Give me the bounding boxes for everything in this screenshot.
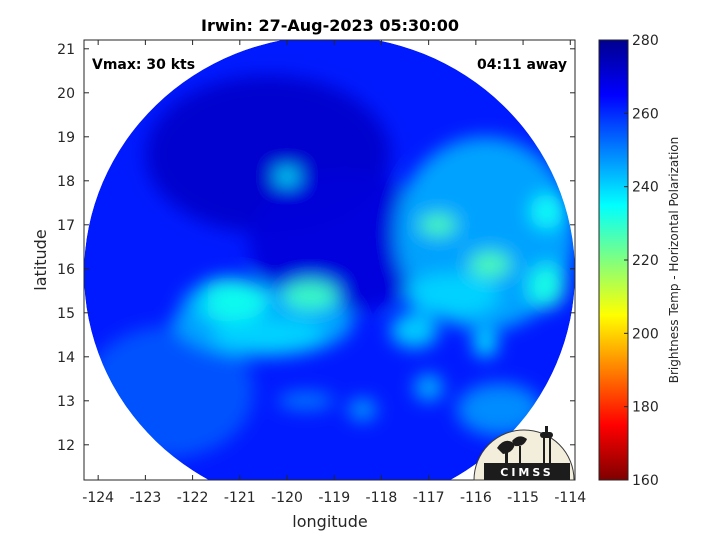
swath-feature xyxy=(192,277,269,322)
y-tick-label: 17 xyxy=(57,218,75,234)
colorbar-label: Brightness Temp - Horizontal Polarizatio… xyxy=(667,137,681,384)
colorbar-tick-label: 220 xyxy=(632,253,659,269)
colorbar-tick-label: 200 xyxy=(632,326,659,342)
cimss-logo-text: CIMSS xyxy=(500,466,553,479)
x-tick-label: -118 xyxy=(366,490,398,506)
y-axis-label: latitude xyxy=(31,229,50,290)
swath-feature xyxy=(183,290,212,309)
y-axis-ticks: 12 13 14 15 16 17 18 19 20 21 xyxy=(57,42,575,454)
x-tick-label: -122 xyxy=(177,490,209,506)
x-tick-label: -124 xyxy=(82,490,114,506)
cimss-logo: CIMSS xyxy=(473,426,575,481)
y-tick-label: 21 xyxy=(57,42,75,58)
y-tick-label: 20 xyxy=(57,86,75,102)
x-tick-label: -119 xyxy=(318,490,350,506)
x-tick-label: -116 xyxy=(460,490,492,506)
vmax-annotation: Vmax: 30 kts xyxy=(92,57,195,73)
swath-feature xyxy=(527,264,566,309)
y-tick-label: 15 xyxy=(57,306,75,322)
swath-feature xyxy=(405,273,500,318)
axes-frame xyxy=(83,39,576,481)
swath-feature xyxy=(348,398,377,421)
colorbar-tick-label: 280 xyxy=(632,33,659,49)
y-tick-label: 18 xyxy=(57,174,75,190)
colorbar-ticks: 160 180 200 220 240 260 280 xyxy=(624,33,659,489)
swath-feature xyxy=(414,374,443,401)
x-tick-label: -115 xyxy=(507,490,539,506)
swath-feature xyxy=(249,172,439,313)
colorbar-tick-label: 260 xyxy=(632,106,659,122)
swath-feature xyxy=(390,312,439,348)
swath-feature xyxy=(419,213,457,236)
swath-feature xyxy=(468,251,512,278)
y-tick-label: 12 xyxy=(57,438,75,454)
y-tick-label: 19 xyxy=(57,130,75,146)
x-axis-label: longitude xyxy=(292,512,367,531)
brightness-temperature-swath xyxy=(84,40,575,480)
colorbar-tick-label: 240 xyxy=(632,180,659,196)
away-annotation: 04:11 away xyxy=(477,57,567,73)
swath-feature xyxy=(530,194,564,230)
x-tick-label: -120 xyxy=(271,490,303,506)
y-tick-label: 16 xyxy=(57,262,75,278)
y-tick-label: 14 xyxy=(57,350,75,366)
colorbar-tick-label: 160 xyxy=(632,473,659,489)
y-tick-label: 13 xyxy=(57,394,75,410)
swath-feature xyxy=(277,392,335,410)
colorbar xyxy=(598,39,629,481)
x-tick-label: -123 xyxy=(129,490,161,506)
swath-feature xyxy=(473,330,498,357)
chart-title: Irwin: 27-Aug-2023 05:30:00 xyxy=(201,16,459,35)
x-tick-label: -117 xyxy=(413,490,445,506)
swath-feature xyxy=(282,279,339,311)
x-tick-label: -121 xyxy=(224,490,256,506)
colorbar-tick-label: 180 xyxy=(632,400,659,416)
x-tick-label: -114 xyxy=(554,490,586,506)
swath-feature xyxy=(211,317,325,353)
swath-feature xyxy=(275,168,299,185)
